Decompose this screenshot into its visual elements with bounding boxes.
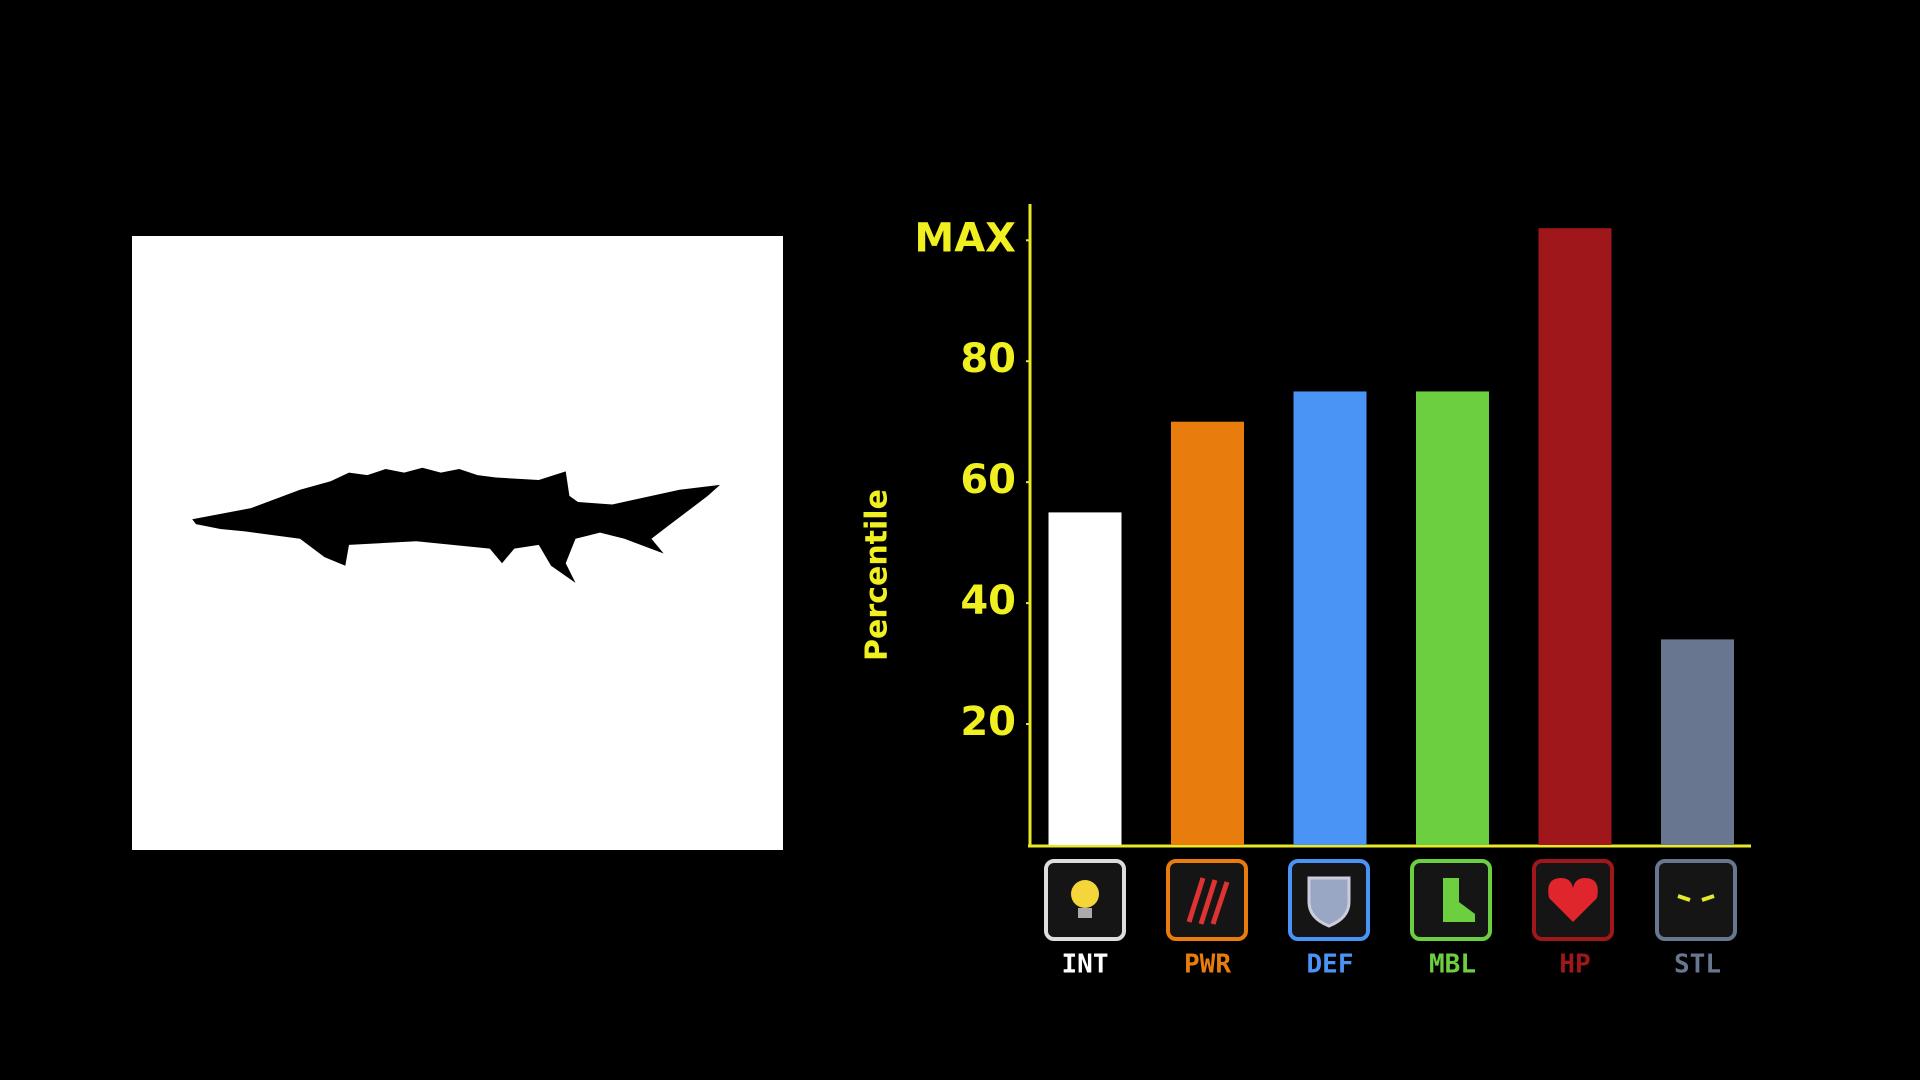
icons [1044, 859, 1737, 941]
y-tick-label: 60 [960, 457, 1016, 503]
x-tick-label: STL [1674, 950, 1721, 980]
bar [1048, 512, 1122, 845]
y-axis-label: Percentile [860, 489, 895, 661]
x-tick-label: MBL [1429, 950, 1476, 980]
icon-def [1288, 859, 1370, 941]
x-tick-label: PWR [1184, 950, 1231, 980]
y-tick-label: MAX [914, 215, 1016, 261]
y-tick-label: 80 [960, 336, 1016, 382]
bar [1661, 639, 1734, 845]
y-tick-label: 40 [960, 578, 1016, 624]
x-tick-label: INT [1062, 950, 1109, 980]
icon-hp [1532, 859, 1614, 941]
icon-stl [1655, 859, 1737, 941]
x-tick-label: DEF [1307, 950, 1354, 980]
y-tick-label: 20 [960, 699, 1016, 745]
bar [1538, 228, 1612, 846]
bar [1293, 391, 1367, 845]
icon-mbl [1410, 859, 1492, 941]
icon-int [1044, 859, 1126, 941]
bar [1416, 391, 1489, 845]
icon-pwr [1166, 859, 1248, 941]
x-tick-label: HP [1559, 950, 1590, 980]
fish-silhouette [192, 467, 721, 583]
bar [1171, 421, 1244, 845]
